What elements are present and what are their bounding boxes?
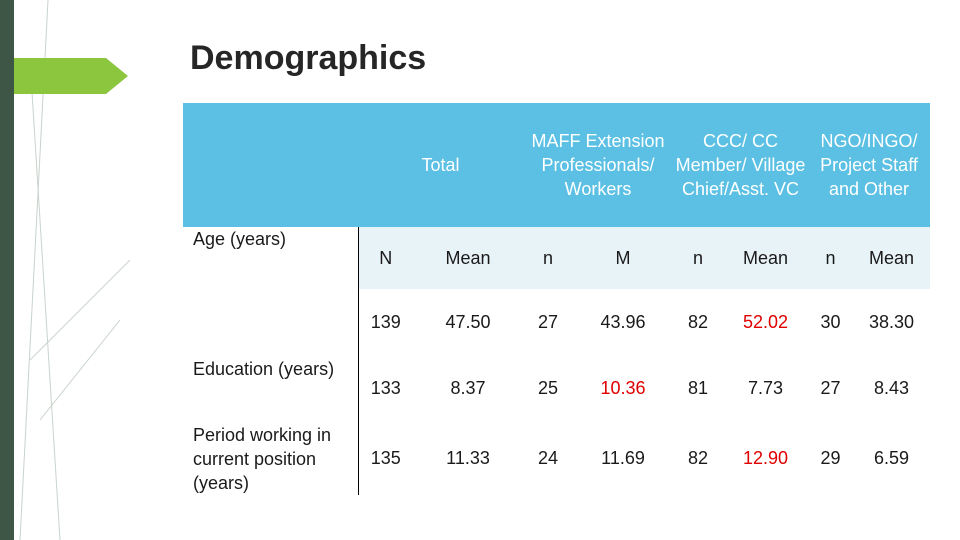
table-cell: 7.73 [747,377,784,398]
slide-side-bar [0,0,14,540]
table-cell: 133 [357,355,413,421]
table-cell: 82 [687,447,709,468]
table-cell: 24 [537,447,559,468]
title-arrow-body [14,58,106,94]
subheader-cell: Mean [742,247,789,268]
subheader-cell: Mean [869,247,915,268]
table-cell: 11.69 [601,447,645,468]
table-cell: 139 [357,289,413,355]
table-cell: 8.43 [873,377,910,398]
table-cell-highlight: 52.02 [742,311,789,332]
group-header-total: Total [421,155,460,175]
group-header-ngo: NGO/INGO/ Project Staff and Other [820,131,918,199]
row-label-age: Age (years) [183,227,358,355]
table-cell: 43.96 [600,311,646,332]
table-row: Education (years) 133 8.37 25 10.36 81 7… [183,355,931,421]
table-cell: 25 [537,377,559,398]
table-cell: 11.33 [446,447,490,468]
corner-cell [183,103,358,227]
table-cell: 81 [687,377,709,398]
table-cell: 6.59 [873,447,910,468]
demographics-table: Total MAFF Extension Professionals/ Work… [183,103,931,495]
table-cell: 27 [537,311,559,332]
title-arrow-icon [106,58,128,94]
slide-title: Demographics [190,39,427,77]
table-cell: 27 [820,377,841,398]
subheader-row: Age (years) N Mean n M n Mean n Mean [183,227,931,355]
table-cell: 82 [687,311,709,332]
table-row: Period working in current position (year… [183,421,931,495]
table-cell-highlight: 12.90 [742,447,789,468]
group-header-ccc: CCC/ CC Member/ Village Chief/Asst. VC [675,131,806,199]
subheader-cell: n [692,247,703,268]
row-label-education: Education (years) [193,359,335,379]
subheader-cell: n [825,247,836,268]
row-label-period: Period working in current position (year… [193,425,332,493]
table-cell: 135 [357,421,413,495]
subheader-cell: n [542,247,553,268]
group-header-maff: MAFF Extension Professionals/ Workers [531,131,665,199]
decorative-lines [19,0,131,540]
subheader-cell: Mean [445,247,491,268]
table-cell: 30 [820,311,841,332]
subheader-cell: N [357,227,413,289]
table-cell: 38.30 [868,311,915,332]
table-cell: 29 [820,447,841,468]
subheader-cell: M [615,247,631,268]
group-header-row: Total MAFF Extension Professionals/ Work… [183,103,931,227]
table-cell: 8.37 [450,377,486,398]
table-cell-highlight: 10.36 [600,377,646,398]
table-cell: 47.50 [445,311,491,332]
